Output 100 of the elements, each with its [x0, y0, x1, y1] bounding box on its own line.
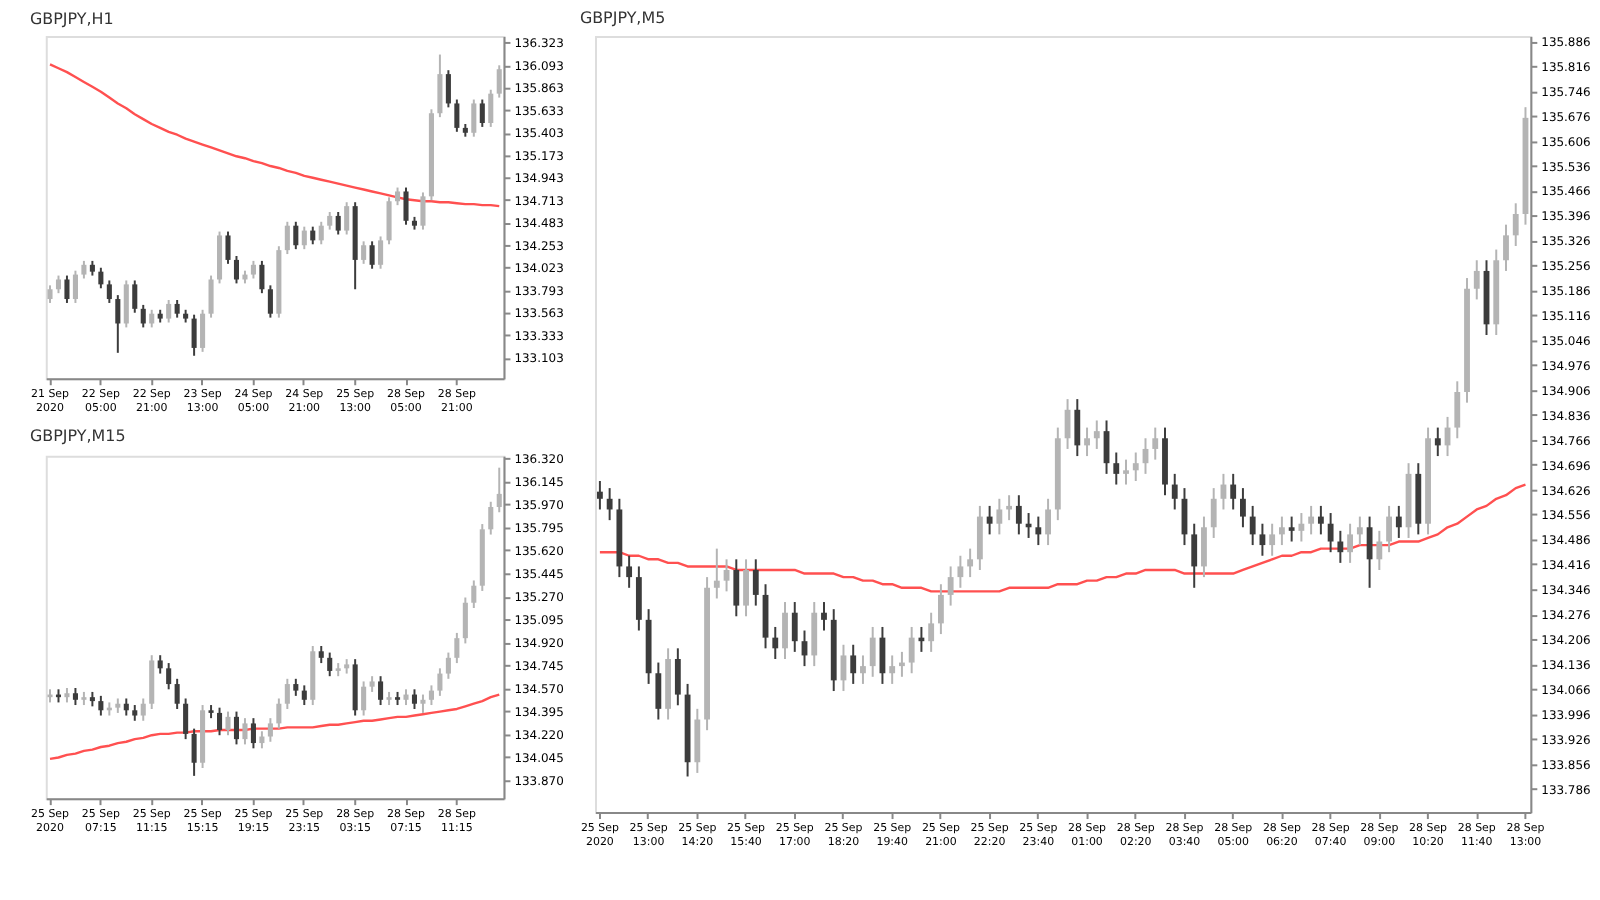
candlestick	[428, 684, 434, 707]
candlestick	[411, 688, 418, 710]
candlestick	[1434, 426, 1441, 458]
candlestick	[115, 294, 121, 354]
candlestick	[1045, 497, 1051, 547]
candlestick	[216, 230, 223, 285]
candlestick	[1035, 515, 1042, 547]
candlestick	[1376, 529, 1383, 571]
candlestick	[821, 601, 827, 632]
candlestick	[674, 647, 681, 707]
candlestick	[233, 255, 240, 285]
candlestick	[957, 554, 964, 589]
candlestick	[420, 693, 426, 714]
candlestick	[166, 662, 172, 691]
candlestick	[378, 675, 384, 707]
candlestick	[694, 707, 701, 774]
candlestick	[437, 53, 443, 119]
candlestick	[191, 727, 197, 777]
candlestick	[123, 279, 129, 329]
candlestick	[344, 201, 350, 236]
candlestick	[1366, 515, 1373, 589]
candlestick	[496, 466, 502, 514]
candlestick	[1084, 426, 1090, 458]
candlestick	[140, 303, 146, 329]
candlestick	[635, 565, 642, 632]
candlestick	[1347, 522, 1354, 564]
candlestick	[284, 677, 290, 710]
candlestick	[488, 500, 494, 536]
candlestick	[72, 269, 78, 304]
candlestick	[437, 667, 443, 697]
candlestick	[454, 98, 460, 133]
candlestick	[733, 558, 740, 618]
candlestick	[1123, 458, 1129, 486]
candlestick	[1269, 522, 1276, 557]
candlestick	[1473, 259, 1480, 301]
candlestick	[655, 661, 662, 721]
candlestick	[132, 279, 138, 314]
candlestick	[361, 240, 367, 265]
candlestick	[327, 651, 333, 678]
candlestick	[496, 64, 502, 99]
candlestick	[743, 558, 749, 618]
candlestick	[488, 88, 494, 128]
candlestick	[791, 601, 798, 653]
candlestick	[1278, 515, 1285, 547]
candlestick	[1074, 398, 1081, 458]
candlestick	[1171, 472, 1178, 511]
candlestick	[1132, 451, 1139, 482]
candlestick	[233, 710, 240, 746]
candlestick	[1337, 529, 1344, 564]
candlestick	[1210, 487, 1217, 539]
candlestick	[947, 565, 954, 607]
candlestick	[479, 98, 485, 128]
candlestick	[850, 643, 857, 685]
candlestick	[976, 504, 983, 571]
candlestick	[967, 547, 974, 579]
candlestick	[811, 601, 818, 668]
candlestick	[64, 274, 70, 304]
candlestick	[1503, 223, 1509, 272]
candlestick	[98, 694, 104, 717]
candlestick	[1288, 515, 1295, 543]
candlestick	[1327, 512, 1334, 554]
candlestick	[1113, 451, 1120, 486]
candlestick	[1191, 522, 1198, 589]
candlestick	[149, 654, 155, 710]
candlestick	[1308, 504, 1315, 536]
candlestick	[166, 299, 172, 324]
candlestick	[1395, 504, 1402, 539]
candlestick	[301, 225, 307, 251]
candlestick	[267, 284, 273, 319]
candlestick	[937, 583, 944, 636]
candlestick	[98, 266, 104, 290]
candlestick	[106, 279, 112, 304]
candlestick	[596, 479, 603, 511]
candlestick	[1162, 426, 1168, 497]
candlestick	[908, 625, 915, 675]
candlestick	[445, 651, 451, 680]
candlestick	[318, 220, 324, 246]
candlestick	[1201, 515, 1207, 579]
candlestick	[713, 547, 720, 600]
candlestick	[986, 504, 993, 536]
candlestick	[225, 710, 231, 737]
candlestick	[996, 497, 1003, 536]
candlestick	[752, 558, 759, 607]
candlestick	[361, 680, 367, 717]
candlestick	[454, 631, 460, 665]
candlestick	[1356, 515, 1363, 547]
candlestick	[242, 717, 248, 746]
candlestick	[1249, 504, 1256, 547]
candlestick	[284, 220, 290, 256]
candlestick	[772, 625, 779, 660]
candlestick	[1298, 512, 1305, 543]
candlestick	[259, 259, 265, 295]
candlestick	[462, 596, 468, 645]
candlestick	[445, 69, 451, 109]
candlestick	[1015, 494, 1022, 536]
candlestick	[1093, 419, 1100, 450]
candlestick	[352, 658, 358, 717]
candlestick	[276, 697, 282, 730]
candlestick	[403, 186, 409, 226]
candlestick	[386, 196, 392, 246]
